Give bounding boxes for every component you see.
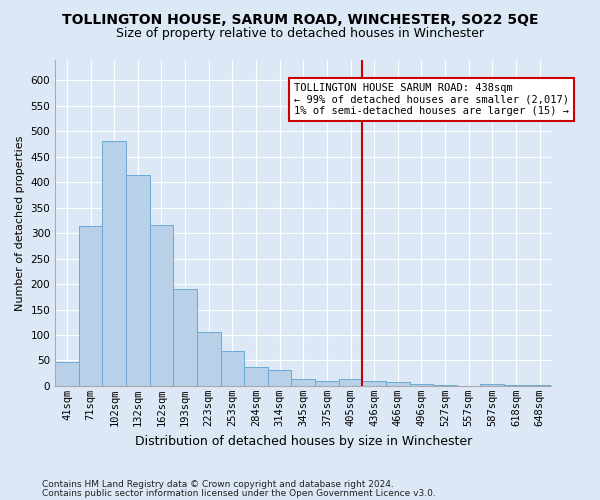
Bar	[244, 366, 268, 386]
Bar	[386, 382, 410, 386]
Text: Contains HM Land Registry data © Crown copyright and database right 2024.: Contains HM Land Registry data © Crown c…	[42, 480, 394, 489]
Bar	[268, 370, 292, 386]
Bar	[292, 380, 315, 386]
Bar	[410, 384, 433, 386]
Text: TOLLINGTON HOUSE SARUM ROAD: 438sqm
← 99% of detached houses are smaller (2,017): TOLLINGTON HOUSE SARUM ROAD: 438sqm ← 99…	[294, 83, 569, 116]
Bar	[197, 332, 221, 386]
X-axis label: Distribution of detached houses by size in Winchester: Distribution of detached houses by size …	[134, 434, 472, 448]
Bar	[362, 381, 386, 386]
Text: Contains public sector information licensed under the Open Government Licence v3: Contains public sector information licen…	[42, 488, 436, 498]
Bar	[55, 362, 79, 386]
Text: Size of property relative to detached houses in Winchester: Size of property relative to detached ho…	[116, 28, 484, 40]
Bar	[339, 380, 362, 386]
Bar	[433, 385, 457, 386]
Bar	[481, 384, 504, 386]
Bar	[173, 289, 197, 386]
Bar	[221, 352, 244, 386]
Bar	[126, 174, 149, 386]
Y-axis label: Number of detached properties: Number of detached properties	[15, 136, 25, 310]
Bar	[79, 226, 103, 386]
Bar	[103, 142, 126, 386]
Bar	[149, 226, 173, 386]
Bar	[315, 381, 339, 386]
Bar	[528, 385, 551, 386]
Text: TOLLINGTON HOUSE, SARUM ROAD, WINCHESTER, SO22 5QE: TOLLINGTON HOUSE, SARUM ROAD, WINCHESTER…	[62, 12, 538, 26]
